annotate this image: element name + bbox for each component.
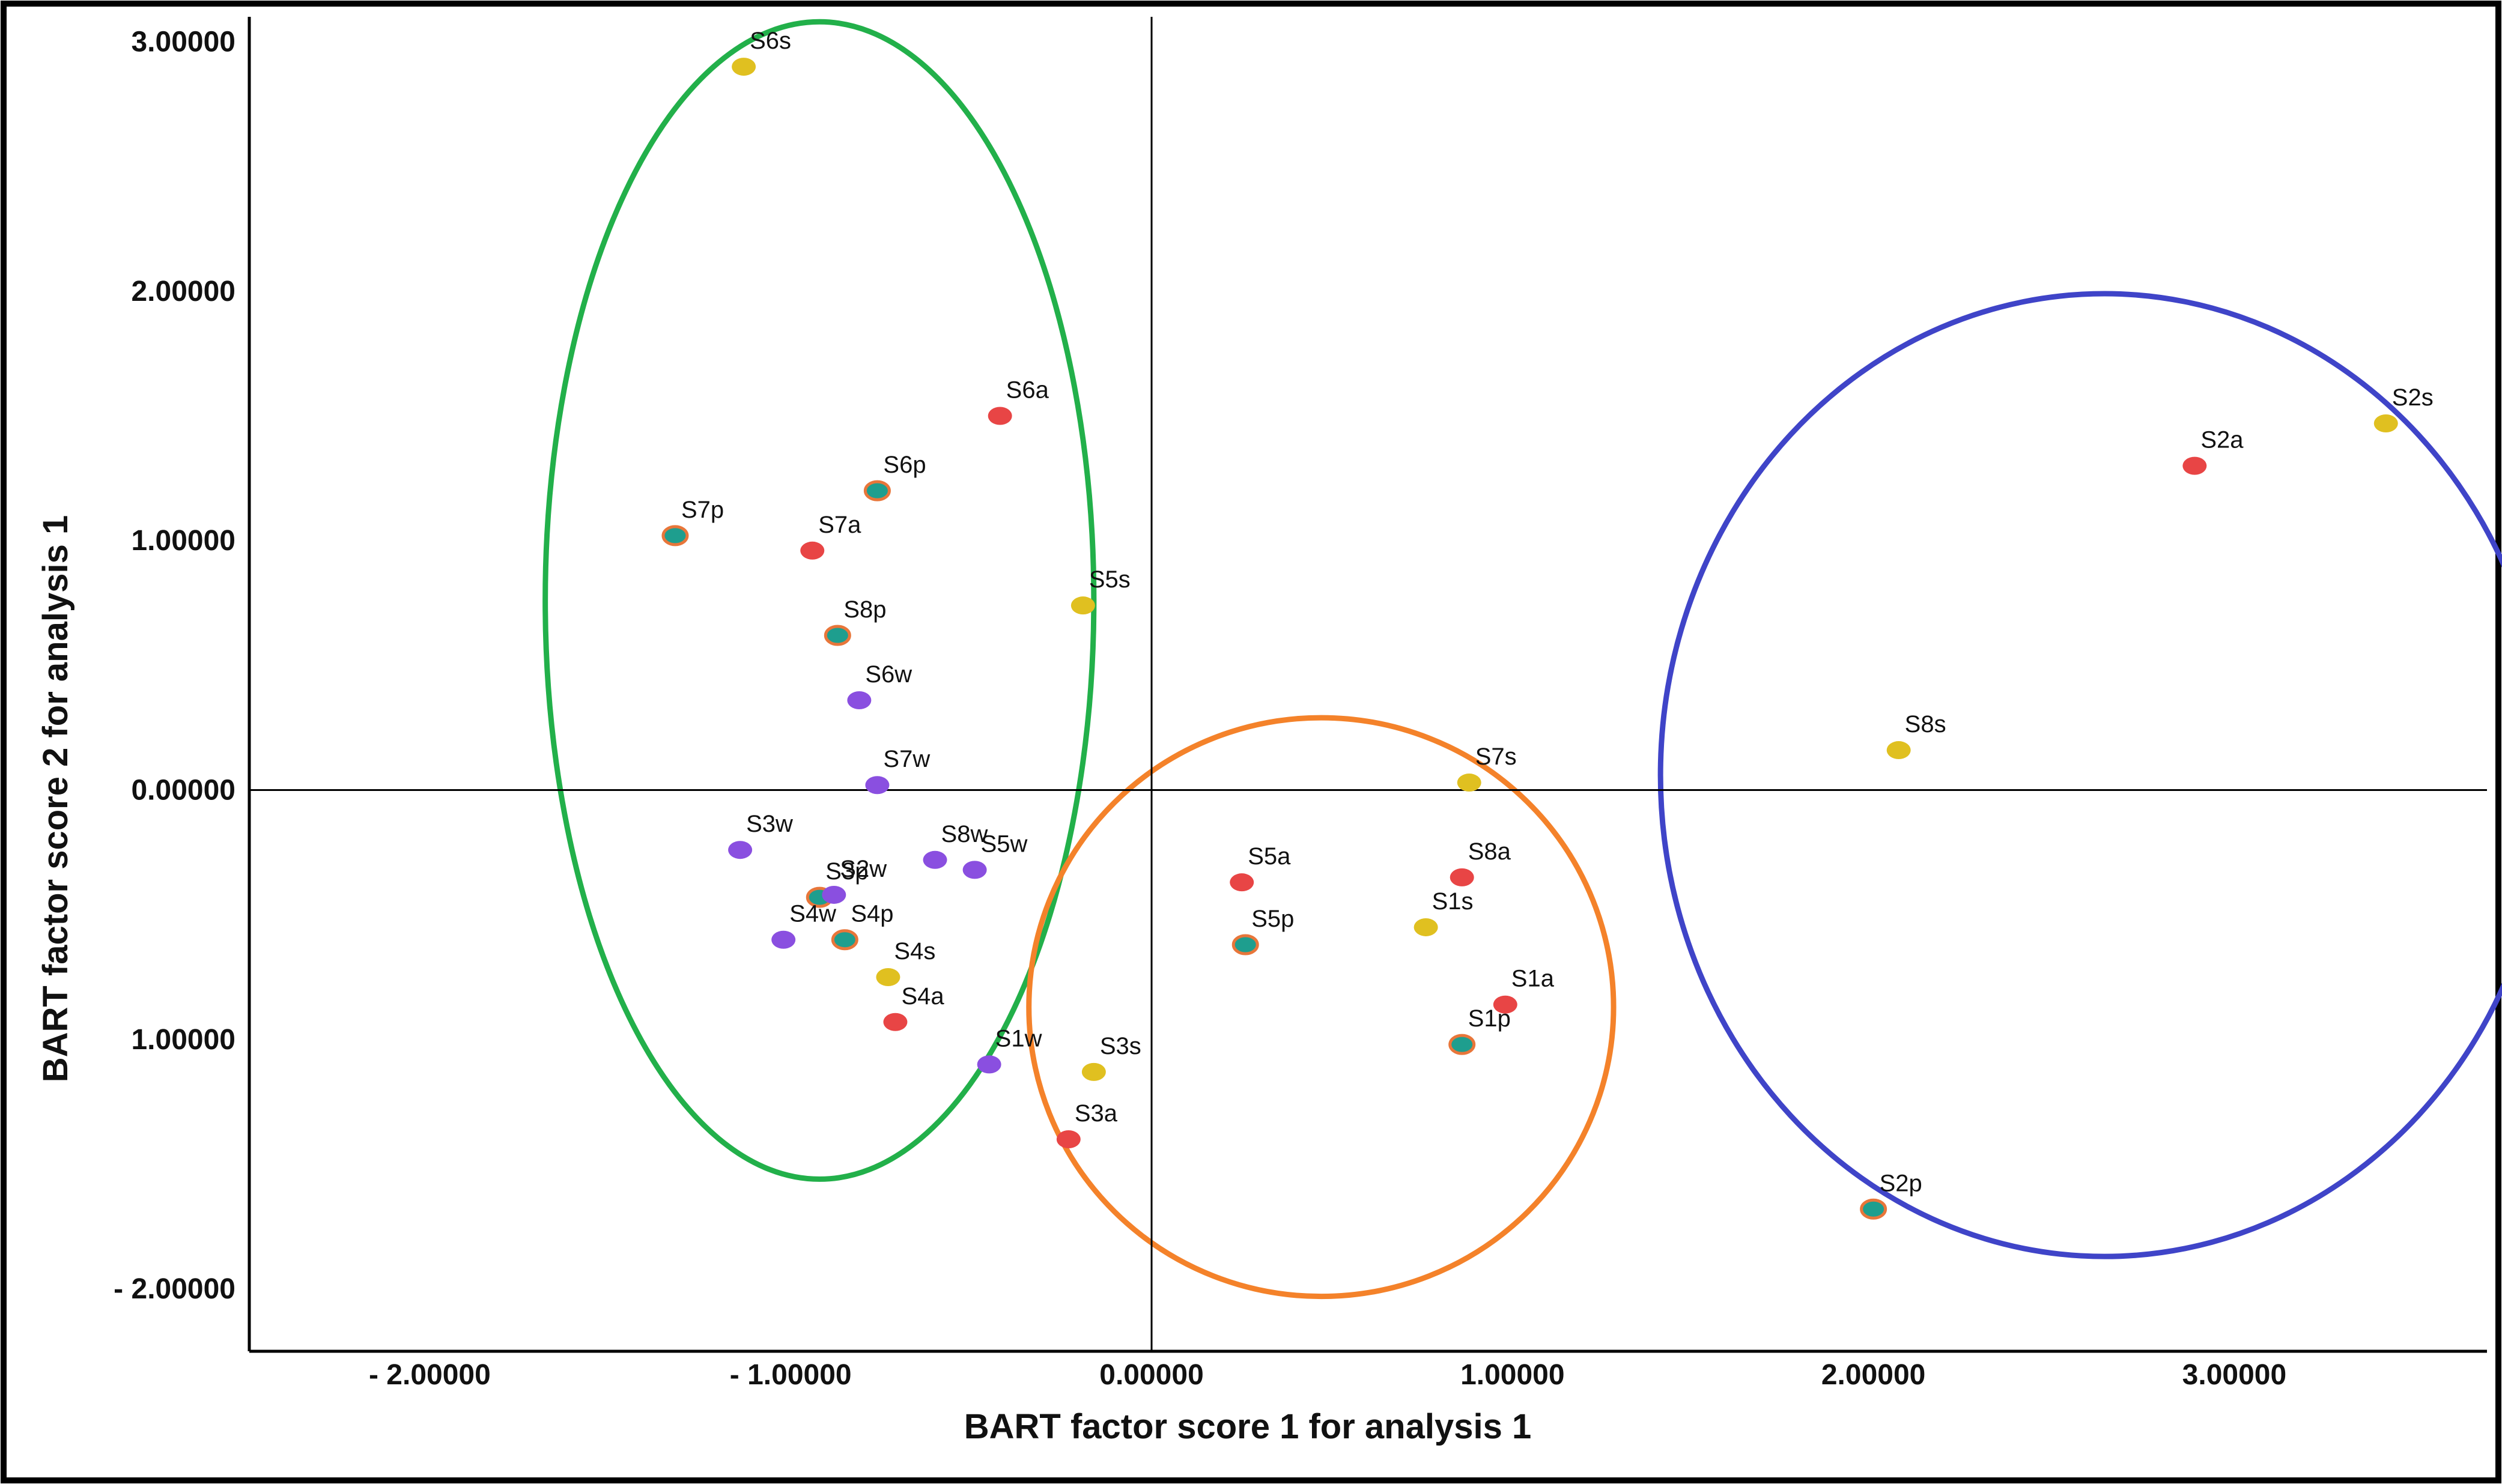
data-point-S8a xyxy=(1450,868,1474,886)
point-label: S3s xyxy=(1100,1033,1141,1059)
y-axis-title: BART factor score 2 for analysis 1 xyxy=(36,515,75,1082)
data-point-S7s xyxy=(1457,774,1481,792)
data-point-S6a xyxy=(988,407,1012,425)
y-tick-label: 0.00000 xyxy=(131,775,235,807)
data-point-S4p xyxy=(831,929,858,951)
data-point-S8s xyxy=(1886,741,1911,760)
point-label: S1w xyxy=(995,1025,1042,1052)
data-point-S1a xyxy=(1493,995,1517,1014)
point-label: S4p xyxy=(851,901,893,927)
point-label: S8w xyxy=(941,821,988,847)
x-tick-label: - 1.00000 xyxy=(730,1359,852,1391)
data-point-S3w xyxy=(728,841,753,859)
data-point-S8p xyxy=(824,625,851,646)
orange-cluster-ellipse xyxy=(1026,715,1617,1300)
ellipse-layer xyxy=(542,19,2502,1300)
data-point-S4w xyxy=(771,930,796,949)
data-point-S2s xyxy=(2373,414,2398,432)
point-label: S2a xyxy=(2200,427,2244,453)
point-label: S2p xyxy=(1880,1170,1922,1196)
data-point-S1p xyxy=(1448,1034,1476,1055)
x-tick-label: 0.00000 xyxy=(1099,1359,1204,1391)
point-label: S4w xyxy=(789,901,836,927)
point-label: S1p xyxy=(1468,1005,1511,1032)
point-label: S6w xyxy=(865,661,912,688)
point-label: S8s xyxy=(1905,711,1946,737)
data-point-S7w xyxy=(865,776,890,795)
data-point-S5w xyxy=(962,861,987,879)
point-label: S3w xyxy=(746,811,793,837)
data-point-S6p xyxy=(863,480,891,501)
point-label: S5p xyxy=(1251,906,1294,932)
x-tick-label: 3.00000 xyxy=(2182,1359,2287,1391)
point-label: S3p xyxy=(825,858,868,885)
y-tick-label: 3.00000 xyxy=(131,26,235,58)
point-label: S6s xyxy=(750,28,791,54)
point-label: S3a xyxy=(1075,1100,1118,1127)
data-point-S2a xyxy=(2182,456,2207,475)
x-tick-label: - 2.00000 xyxy=(369,1359,491,1391)
data-point-S5s xyxy=(1070,596,1095,615)
point-label: S5s xyxy=(1089,566,1131,593)
point-label: S5a xyxy=(1248,843,1291,870)
point-label: S8p xyxy=(843,596,886,623)
x-tick-labels: - 2.00000 - 1.00000 0.00000 1.00000 2.00000 3… xyxy=(369,1359,2286,1391)
point-label: S1a xyxy=(1511,966,1555,992)
data-point-S5a xyxy=(1230,873,1254,892)
point-label: S7a xyxy=(818,512,861,538)
point-label: S7p xyxy=(681,497,724,523)
point-label: S2w xyxy=(840,856,887,882)
point-label: S8a xyxy=(1468,838,1511,865)
data-point-S7a xyxy=(800,541,825,560)
point-label: S4a xyxy=(901,983,944,1010)
data-point-S5p xyxy=(1231,934,1259,956)
data-point-S2w xyxy=(822,885,846,904)
point-label: S5w xyxy=(981,831,1028,857)
blue-cluster-ellipse xyxy=(1657,291,2502,1259)
point-label: S7s xyxy=(1475,744,1517,770)
data-point-S3a xyxy=(1056,1130,1081,1148)
point-layer: S6sS6aS6pS7pS7aS5sS8pS6wS7wS3wS3pS2wS8wS… xyxy=(661,28,2434,1220)
point-label: S1s xyxy=(1432,888,1474,915)
data-point-S1s xyxy=(1413,918,1438,936)
data-point-S8w xyxy=(923,850,947,869)
x-tick-label: 1.00000 xyxy=(1460,1359,1565,1391)
x-tick-label: 2.00000 xyxy=(1821,1359,1926,1391)
point-label: S6a xyxy=(1006,377,1049,404)
data-point-S3s xyxy=(1081,1062,1106,1081)
y-tick-label: 1.00000 xyxy=(131,525,235,557)
green-cluster-ellipse xyxy=(542,19,1097,1182)
data-point-S1w xyxy=(977,1055,1001,1074)
data-point-S6s xyxy=(732,58,756,76)
data-point-S4s xyxy=(876,968,900,987)
y-tick-label: 2.00000 xyxy=(131,276,235,307)
y-tick-label: 1.00000 xyxy=(131,1024,235,1056)
point-label: S7w xyxy=(883,746,930,772)
data-point-S7p xyxy=(661,525,689,547)
point-label: S4s xyxy=(894,938,935,965)
data-point-S4a xyxy=(883,1013,908,1031)
y-tick-labels: 3.00000 2.00000 1.00000 0.00000 1.00000 - 2.0… xyxy=(114,26,235,1306)
data-point-S2p xyxy=(1860,1198,1887,1220)
point-label: S2s xyxy=(2392,384,2434,411)
y-tick-label: - 2.00000 xyxy=(114,1273,235,1305)
data-point-S6w xyxy=(847,691,872,709)
point-label: S6p xyxy=(883,452,926,478)
x-axis-title: BART factor score 1 for analysis 1 xyxy=(964,1407,1531,1446)
